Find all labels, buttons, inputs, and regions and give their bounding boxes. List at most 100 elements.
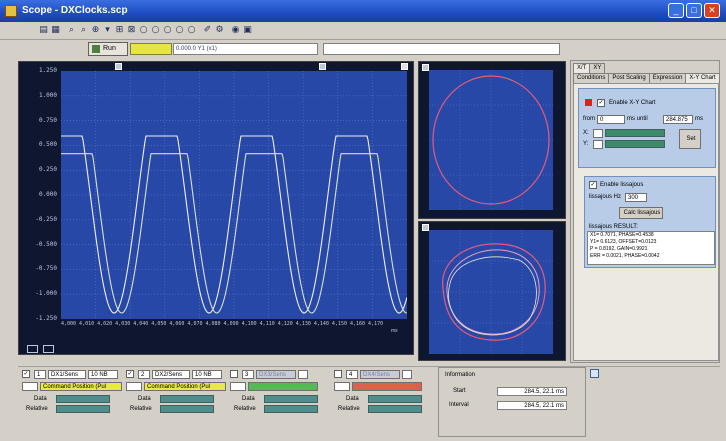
xy-bottom-marker[interactable] xyxy=(422,224,429,231)
info-icon[interactable]: ▣ xyxy=(243,25,252,35)
zoom-fit-button[interactable] xyxy=(27,345,38,353)
y-axis-tick-label: -1.250 xyxy=(35,315,57,322)
help-icon[interactable]: ◉ xyxy=(231,25,240,35)
channel-4-number[interactable]: 4 xyxy=(346,370,358,379)
y-axis-tick-label: 1.250 xyxy=(38,67,57,74)
run-icon xyxy=(92,45,100,53)
until-unit: ms xyxy=(695,116,703,122)
channel-3-scale[interactable] xyxy=(298,370,308,379)
message-field[interactable] xyxy=(323,43,560,55)
export-icon[interactable]: ○ xyxy=(187,25,196,35)
channel-1-scale[interactable]: 10 NB xyxy=(88,370,118,379)
until-input[interactable]: 284.875 xyxy=(663,115,693,124)
enable-xy-label: Enable X-Y Chart xyxy=(609,100,656,106)
zoom-out-icon[interactable]: ⌕ xyxy=(80,25,87,35)
channel-3-number[interactable]: 3 xyxy=(242,370,254,379)
channel-2-type[interactable] xyxy=(126,382,142,391)
xy-top-marker[interactable] xyxy=(422,64,429,71)
calc-lissajous-button[interactable]: Calc lissajous xyxy=(619,207,663,219)
channel-1-signal[interactable]: Command Position (Pul xyxy=(40,382,122,391)
enable-lissajous-checkbox[interactable]: ✓ xyxy=(589,181,597,189)
channel-3-enable[interactable] xyxy=(230,370,238,378)
enable-xy-checkbox[interactable]: ✓ xyxy=(597,99,605,107)
channel-2-number[interactable]: 2 xyxy=(138,370,150,379)
cursor-4-icon[interactable]: ○ xyxy=(163,25,172,35)
zoom-in-icon[interactable]: ⌕ xyxy=(68,25,75,35)
main-plot-area[interactable] xyxy=(61,71,408,319)
lissajous-result-box: X1= 0.7071, PHASE=0.4538 Y1= 0.6123, OFF… xyxy=(587,231,715,265)
cursor-a-marker[interactable] xyxy=(115,63,122,70)
lissajous-group: ✓ Enable lissajous lissajous Hz 300 Calc… xyxy=(584,176,716,268)
channel-2-signal[interactable]: Command Position (Pul xyxy=(144,382,226,391)
set-button[interactable]: Set xyxy=(679,129,701,149)
tab-xy[interactable]: XY xyxy=(589,63,606,73)
channel-1-data-bar xyxy=(56,395,110,403)
channel-1-number[interactable]: 1 xyxy=(34,370,46,379)
save-icon[interactable]: ▤ xyxy=(39,25,48,35)
channel-3-source[interactable]: DX3/Sens xyxy=(256,370,296,379)
title-bar: Scope - DXClocks.scp _ □ ✕ xyxy=(0,0,726,22)
result-line: Y1= 0.6123, OFFSET=0.0123 xyxy=(590,239,657,245)
cursor-5-icon[interactable]: ○ xyxy=(175,25,184,35)
channel-4-signal[interactable] xyxy=(352,382,422,391)
tab-conditions[interactable]: Conditions xyxy=(573,73,610,83)
channel-1-type[interactable] xyxy=(22,382,38,391)
channel-3-type[interactable] xyxy=(230,382,246,391)
run-label: Run xyxy=(103,45,116,52)
channel-3-signal[interactable] xyxy=(248,382,318,391)
close-button[interactable]: ✕ xyxy=(704,3,720,18)
channel-3-block: 3 DX3/Sens Data Relative xyxy=(230,370,330,436)
channel-1-source[interactable]: DX1/Sens xyxy=(48,370,86,379)
expression-field[interactable]: 0.000.0 Y1 (x1) xyxy=(173,43,318,55)
record-indicator xyxy=(585,99,592,106)
xy-plot-top[interactable] xyxy=(429,70,553,210)
settings-icon[interactable]: ✐ xyxy=(203,25,212,35)
cursor-3-icon[interactable]: ○ xyxy=(151,25,160,35)
tab-xt[interactable]: X/T xyxy=(573,63,591,73)
from-input[interactable]: 0 xyxy=(597,115,625,124)
grid-icon[interactable]: ▾ xyxy=(105,25,110,35)
channel-2-enable[interactable]: ✓ xyxy=(126,370,134,378)
lissajous-hz-input[interactable]: 300 xyxy=(625,193,647,202)
channel-4-relative-bar xyxy=(368,405,422,413)
cursor-b-marker[interactable] xyxy=(319,63,326,70)
y-axis-tick-label: 0.750 xyxy=(38,116,57,124)
cursor-1-icon[interactable]: ⊠ xyxy=(127,25,136,35)
channel-2-scale[interactable]: 10 NB xyxy=(192,370,222,379)
toolbar: ▤ ▦ ⌕ ⌕ ⊕ ▾ ⊞ ⊠ ○ ○ ○ ○ ○ ✐ ⚙ ◉ ▣ xyxy=(0,22,726,40)
channel-4-source[interactable]: DX4/Sens xyxy=(360,370,400,379)
run-toolbar: Run 0.000.0 Y1 (x1) xyxy=(0,40,726,58)
lissajous-hz-label: lissajous Hz xyxy=(589,194,622,200)
scope-settings-icon[interactable] xyxy=(401,63,408,70)
xy-plot-bottom[interactable] xyxy=(429,230,553,354)
channel-3-relative-label: Relative xyxy=(234,406,256,412)
xy-bottom-svg xyxy=(429,230,553,354)
result-line: X1= 0.7071, PHASE=0.4538 xyxy=(590,232,654,238)
tab-xy-chart[interactable]: X-Y Chart xyxy=(685,73,720,83)
zoom-select-icon[interactable]: ⊕ xyxy=(91,25,100,35)
tab-expression[interactable]: Expression xyxy=(648,73,687,83)
y-axis-select[interactable] xyxy=(593,140,603,149)
channel-4-scale[interactable] xyxy=(402,370,412,379)
cursor-2-icon[interactable]: ○ xyxy=(139,25,148,35)
channel-4-type[interactable] xyxy=(334,382,350,391)
tab-post-scaling[interactable]: Post Scaling xyxy=(608,73,650,83)
maximize-button[interactable]: □ xyxy=(686,3,702,18)
y-axis-tick-label: -0.750 xyxy=(35,265,57,273)
minimize-button[interactable]: _ xyxy=(668,3,684,18)
info-settings-icon[interactable] xyxy=(590,369,599,378)
print-icon[interactable]: ▦ xyxy=(51,25,60,35)
y-axis-label: Y: xyxy=(583,141,589,147)
channel-1-enable[interactable]: ✓ xyxy=(22,370,30,378)
run-button[interactable]: Run xyxy=(88,42,128,56)
channel-4-enable[interactable] xyxy=(334,370,342,378)
enable-lissajous-label: Enable lissajous xyxy=(600,182,644,188)
channel-2-source[interactable]: DX2/Sens xyxy=(152,370,190,379)
channel-icon[interactable]: ⊞ xyxy=(115,25,124,35)
x-axis-select[interactable] xyxy=(593,129,603,138)
zoom-reset-button[interactable] xyxy=(43,345,54,353)
waveform-channel-1 xyxy=(61,135,408,314)
channel-2-relative-label: Relative xyxy=(130,406,152,412)
link-icon[interactable]: ⚙ xyxy=(215,25,224,35)
lissajous-curve-bottom-2 xyxy=(446,249,540,335)
